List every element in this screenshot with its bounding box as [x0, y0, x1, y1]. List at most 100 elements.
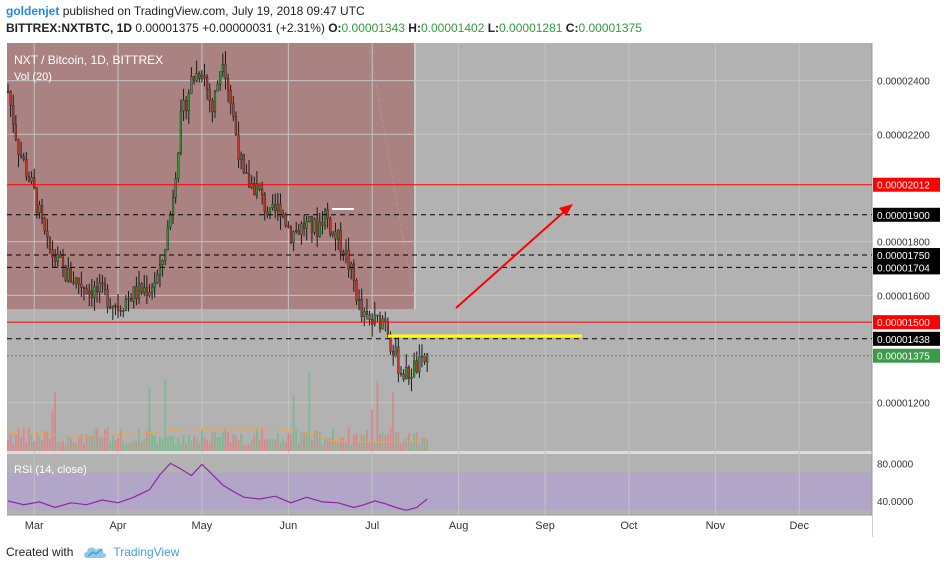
volume-bar	[98, 437, 101, 451]
candle-body	[295, 230, 298, 232]
high-label: H:	[408, 21, 421, 35]
x-tick-label: Aug	[449, 520, 469, 532]
candle-body	[276, 203, 279, 212]
candle-body	[350, 263, 353, 270]
volume-bar	[182, 434, 185, 451]
candle-body	[339, 229, 342, 253]
candle-body	[423, 355, 426, 363]
horizontal-levels: 0.00002012 0.00001900 0.000017500.00001704…	[7, 177, 940, 363]
volume-bar	[111, 435, 114, 451]
volume-bar	[426, 438, 429, 451]
volume-bar	[324, 437, 326, 451]
volume-bar	[72, 442, 75, 451]
price-change: +0.00000031 (+2.31%)	[202, 21, 325, 35]
volume-bar	[195, 438, 198, 451]
volume-bar	[366, 430, 368, 451]
candle-body	[56, 254, 59, 262]
candle-body	[355, 279, 358, 302]
volume-bar	[172, 436, 174, 451]
tradingview-brand[interactable]: TradingView	[113, 545, 180, 559]
volume-bar	[130, 442, 133, 451]
volume-bar	[371, 409, 374, 451]
candle-body	[140, 283, 143, 293]
volume-bar	[203, 438, 206, 451]
overlay-right-edge	[414, 43, 416, 309]
volume-bar	[352, 434, 355, 451]
volume-bar	[117, 437, 119, 451]
candle-body	[182, 99, 185, 112]
y-tick-label: 0.00001200	[877, 399, 930, 410]
candle-body	[85, 288, 88, 295]
candle-body	[282, 214, 285, 217]
candle-body	[326, 209, 329, 219]
low-value: 0.00001281	[499, 21, 563, 35]
author-name[interactable]: goldenjet	[6, 4, 60, 18]
candle-body	[208, 89, 211, 102]
candle-body	[116, 306, 120, 311]
volume-bar	[227, 432, 229, 451]
candle-body	[329, 217, 332, 235]
candle-body	[268, 207, 272, 216]
candle-body	[410, 376, 413, 379]
volume-bar	[211, 432, 214, 451]
volume-bar	[313, 430, 316, 451]
tradingview-logo-icon[interactable]	[83, 545, 107, 559]
candle-body	[77, 277, 80, 285]
candle-body	[323, 209, 327, 226]
candle-body	[46, 230, 49, 238]
volume-bar	[258, 439, 261, 451]
chart-grid	[7, 43, 872, 515]
candle-body	[405, 366, 408, 380]
candle-body	[90, 290, 93, 298]
candle-body	[101, 282, 104, 285]
volume-bar	[290, 434, 292, 451]
volume-bar	[405, 437, 408, 451]
level-tag-text: 0.00001704	[877, 263, 930, 274]
candle-body	[156, 274, 159, 284]
volume-bar	[56, 442, 59, 451]
candle-body	[261, 189, 264, 195]
volume-bar	[224, 428, 227, 451]
candle-body	[137, 283, 141, 299]
candle-body	[360, 299, 363, 317]
candle-body	[93, 286, 96, 298]
candle-body	[158, 264, 162, 276]
candle-body	[14, 123, 17, 140]
volume-bar	[35, 432, 38, 451]
candle-body	[392, 350, 395, 357]
candle-body	[242, 154, 245, 173]
time-axis-bg	[7, 515, 872, 537]
volume-bar	[122, 440, 125, 451]
volume-bar	[329, 437, 332, 451]
candle-body	[245, 172, 248, 174]
close-value: 0.00001375	[578, 21, 642, 35]
candle-body	[150, 287, 154, 293]
y-tick-label: 0.00002400	[877, 77, 930, 88]
candle-body	[35, 187, 38, 214]
candle-body	[266, 211, 269, 216]
candle-body	[17, 139, 20, 155]
volume-bar	[308, 371, 311, 451]
open-value: 0.00001343	[341, 21, 405, 35]
y-tick-label: 0.00001600	[877, 291, 930, 302]
footer: Created with TradingView	[6, 545, 179, 559]
volume-bar	[240, 433, 243, 451]
publish-line: goldenjet published on TradingView.com, …	[6, 4, 365, 18]
volume-bar	[331, 427, 334, 451]
high-value: 0.00001402	[420, 21, 485, 35]
candle-body	[302, 223, 306, 229]
candle-body	[221, 63, 224, 72]
candle-body	[271, 204, 274, 209]
vol-label: Vol (20)	[14, 71, 52, 83]
candle-body	[69, 268, 72, 283]
volume-bar	[153, 435, 156, 451]
level-tag	[873, 348, 940, 363]
candle-body	[88, 290, 91, 295]
created-with: Created with	[6, 545, 74, 559]
candle-body	[80, 283, 83, 288]
candle-body	[232, 103, 235, 117]
volume-bar	[389, 427, 392, 451]
volume-bar	[229, 441, 232, 451]
volume-bar	[49, 438, 51, 451]
